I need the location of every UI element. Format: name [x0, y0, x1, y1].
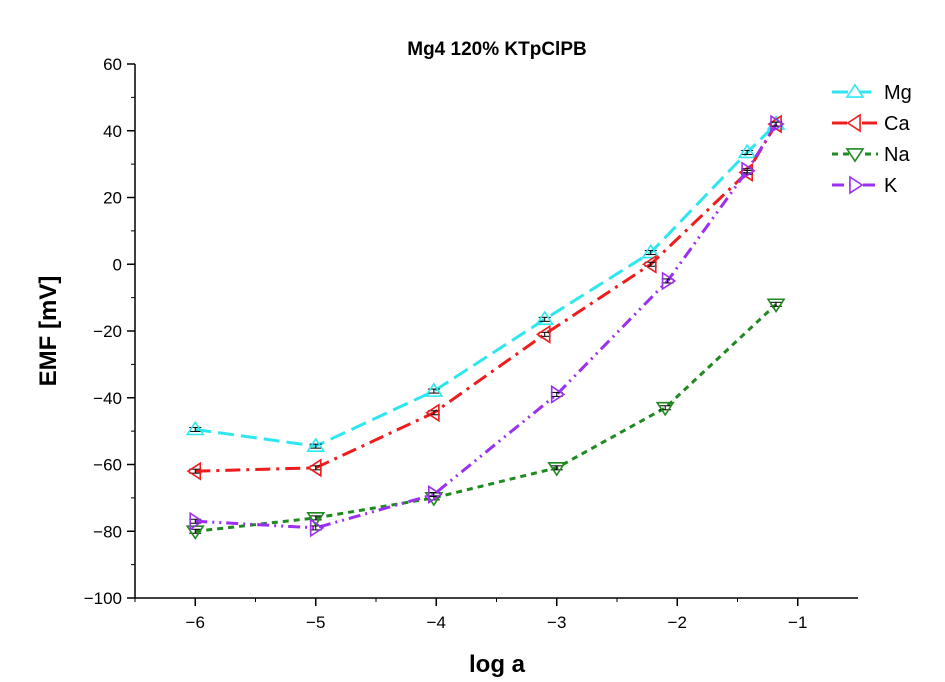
y-tick-label: 20 [103, 189, 122, 208]
legend-marker [845, 83, 865, 98]
data-point-ca [536, 324, 551, 344]
legend-label: Mg [884, 82, 912, 104]
data-point-ca [307, 458, 322, 478]
legend-marker [849, 175, 864, 195]
data-point-mg [424, 382, 444, 397]
x-tick-label: −6 [186, 613, 205, 632]
data-point-mg [737, 143, 757, 159]
y-tick-label: 60 [103, 55, 122, 74]
series-layer [185, 114, 786, 540]
series-mg [185, 115, 786, 452]
legend-item-k: K [832, 175, 898, 197]
legend-marker [845, 148, 865, 163]
data-point-mg [535, 310, 555, 326]
data-point-mg [641, 243, 661, 259]
data-point-mg [306, 437, 326, 452]
y-axis-title: EMF [mV] [35, 276, 62, 387]
y-tick-label: 0 [113, 255, 122, 274]
series-line-ca [195, 123, 778, 473]
x-tick-label: −5 [306, 613, 325, 632]
data-point-k [309, 518, 325, 538]
data-point-na [766, 298, 786, 313]
legend-marker [846, 113, 861, 133]
y-tick-label: −40 [93, 389, 122, 408]
y-tick-label: −60 [93, 456, 122, 475]
x-tick-label: −4 [427, 613, 446, 632]
series-na [185, 298, 786, 540]
data-point-k [741, 161, 756, 181]
x-tick-label: −2 [668, 613, 687, 632]
series-k [189, 114, 785, 538]
legend-label: Ca [884, 113, 910, 135]
data-point-k [770, 114, 785, 134]
y-tick-label: −20 [93, 322, 122, 341]
data-point-ca [186, 461, 202, 481]
data-point-k [189, 511, 204, 531]
data-point-na [547, 461, 567, 477]
y-tick-label: 40 [103, 122, 122, 141]
data-point-k [428, 485, 443, 505]
legend-item-na: Na [832, 144, 910, 166]
legend-item-mg: Mg [832, 82, 912, 104]
legend-item-ca: Ca [832, 113, 910, 135]
y-tick-label: −80 [93, 522, 122, 541]
series-line-mg [195, 123, 778, 448]
data-point-ca [425, 403, 440, 423]
data-point-k [550, 384, 566, 404]
legend-label: Na [884, 144, 910, 166]
chart-title: Mg4 120% KTpClPB [407, 39, 586, 60]
data-point-mg [185, 420, 205, 436]
legend-label: K [884, 175, 898, 197]
series-line-na [195, 303, 778, 533]
x-axis-title: log a [469, 651, 526, 678]
data-point-na [655, 401, 675, 417]
data-point-ca [642, 254, 657, 274]
data-point-k [661, 271, 677, 291]
data-point-na [306, 512, 326, 527]
y-tick-label: −100 [84, 589, 122, 608]
axes: −6 −5 −4 −3 −2 −1 −100 −80 −60 −40 −20 0 20 40 60 [84, 55, 858, 632]
series-line-k [195, 123, 778, 530]
x-tick-label: −3 [547, 613, 566, 632]
series-ca [186, 114, 783, 481]
x-tick-label: −1 [788, 613, 807, 632]
legend: Mg Ca Na K [832, 82, 912, 197]
